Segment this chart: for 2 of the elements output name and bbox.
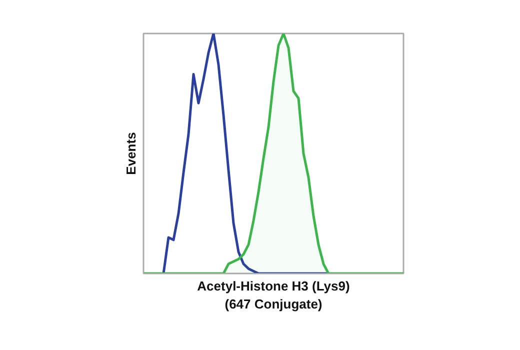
x-axis-title: Acetyl-Histone H3 (Lys9) (647 Conjugate) bbox=[197, 278, 350, 312]
y-axis-title: Events bbox=[124, 132, 138, 175]
